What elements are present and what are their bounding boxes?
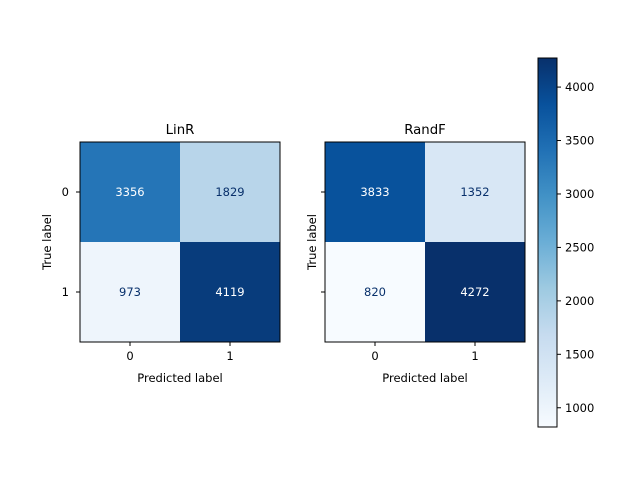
panel-title: RandF [404, 123, 446, 138]
x-tick-label: 1 [226, 349, 233, 363]
cell-value-label: 973 [119, 285, 141, 299]
matrix-cell [425, 242, 525, 342]
cell-value-label: 3833 [360, 185, 389, 199]
colorbar-frame [537, 57, 558, 428]
x-tick-label: 0 [371, 349, 378, 363]
matrix-panel-randf: RandF 3833 1352 820 4272 0 1 Predicted labe… [305, 123, 526, 385]
colorbar-gradient [538, 58, 557, 427]
cell-value-label: 3356 [115, 185, 144, 199]
cell-value-label: 4272 [460, 285, 489, 299]
y-axis-label: True label [305, 214, 319, 271]
colorbar-tick-label: 3000 [565, 187, 594, 201]
matrix-cell [325, 142, 425, 242]
y-axis-label: True label [40, 214, 54, 271]
colorbar-tick-label: 4000 [565, 80, 594, 94]
colorbar-tick-label: 3500 [565, 134, 594, 148]
matrix-cell [425, 142, 525, 242]
panel-title: LinR [166, 123, 195, 138]
x-tick-label: 0 [126, 349, 133, 363]
y-tick-label: 1 [62, 285, 69, 299]
matrix-panel-linr: LinR 3356 1829 973 4119 0 1 0 1 Predicted l… [40, 123, 281, 385]
colorbar: 1000 1500 2000 2500 3000 3500 4000 [537, 57, 594, 428]
cell-value-label: 1352 [460, 185, 489, 199]
y-tick-label: 0 [62, 185, 69, 199]
matrix-cell [180, 242, 280, 342]
x-tick-label: 1 [471, 349, 478, 363]
cell-value-label: 4119 [215, 285, 244, 299]
cell-value-label: 820 [364, 285, 386, 299]
colorbar-tick-label: 2000 [565, 294, 594, 308]
cell-value-label: 1829 [215, 185, 244, 199]
matrix-cell [180, 142, 280, 242]
x-axis-label: Predicted label [137, 371, 222, 385]
matrix-frame [324, 141, 526, 343]
matrix-cell [80, 242, 180, 342]
matrix-cell [80, 142, 180, 242]
matrix-cell [325, 242, 425, 342]
colorbar-tick-label: 1000 [565, 401, 594, 415]
colorbar-tick-label: 2500 [565, 240, 594, 254]
matrix-frame [79, 141, 281, 343]
x-axis-label: Predicted label [382, 371, 467, 385]
colorbar-tick-label: 1500 [565, 347, 594, 361]
